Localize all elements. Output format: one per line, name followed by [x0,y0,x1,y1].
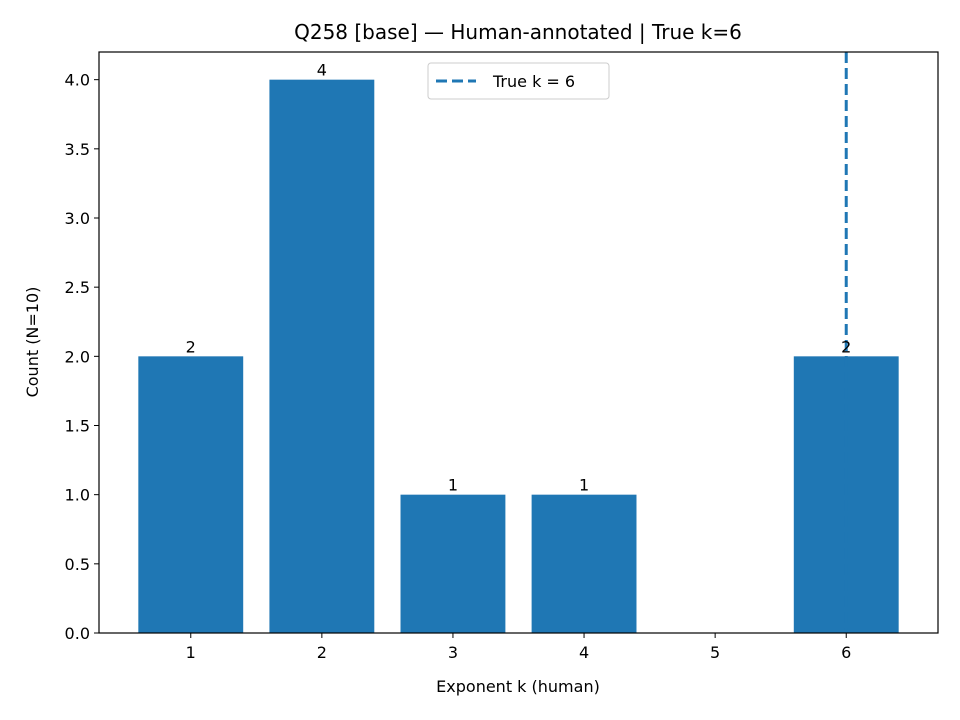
y-tick-label: 3.0 [65,209,90,228]
chart-title: Q258 [base] — Human-annotated | True k=6 [294,20,742,44]
bar-value-label-k-4: 1 [579,476,589,495]
y-tick-label: 1.5 [65,417,90,436]
bar-value-label-k-2: 4 [317,61,327,80]
y-tick-label: 4.0 [65,71,90,90]
y-tick-label: 0.5 [65,555,90,574]
bar-k-2 [269,79,375,633]
y-axis-ticks: 0.0 0.5 1.0 1.5 2.0 2.5 3.0 3.5 4.0 [65,71,99,643]
bar-k-4 [531,494,637,633]
x-tick-label: 2 [317,643,327,662]
y-tick-label: 2.5 [65,278,90,297]
bar-k-3 [400,494,506,633]
legend-entry-label: True k = 6 [492,72,575,91]
bar-value-label-k-3: 1 [448,476,458,495]
x-tick-label: 3 [448,643,458,662]
bar-k-1 [138,356,244,633]
x-tick-label: 1 [186,643,196,662]
bar-labels-group: 2 4 1 1 2 [186,61,852,495]
y-axis-label: Count (N=10) [23,287,42,398]
y-tick-label: 2.0 [65,347,90,366]
x-tick-label: 6 [841,643,851,662]
legend: True k = 6 [427,62,610,100]
bar-value-label-k-6: 2 [841,337,851,356]
bar-value-label-k-1: 2 [186,337,196,356]
axes-frame [98,51,939,634]
x-axis-label: Exponent k (human) [436,677,600,696]
legend-frame [427,62,610,100]
y-tick-label: 3.5 [65,140,90,159]
y-tick-label: 0.0 [65,624,90,643]
x-tick-label: 5 [710,643,720,662]
y-tick-label: 1.0 [65,486,90,505]
x-axis-ticks: 1 2 3 4 5 6 [186,633,851,662]
x-tick-label: 4 [579,643,589,662]
